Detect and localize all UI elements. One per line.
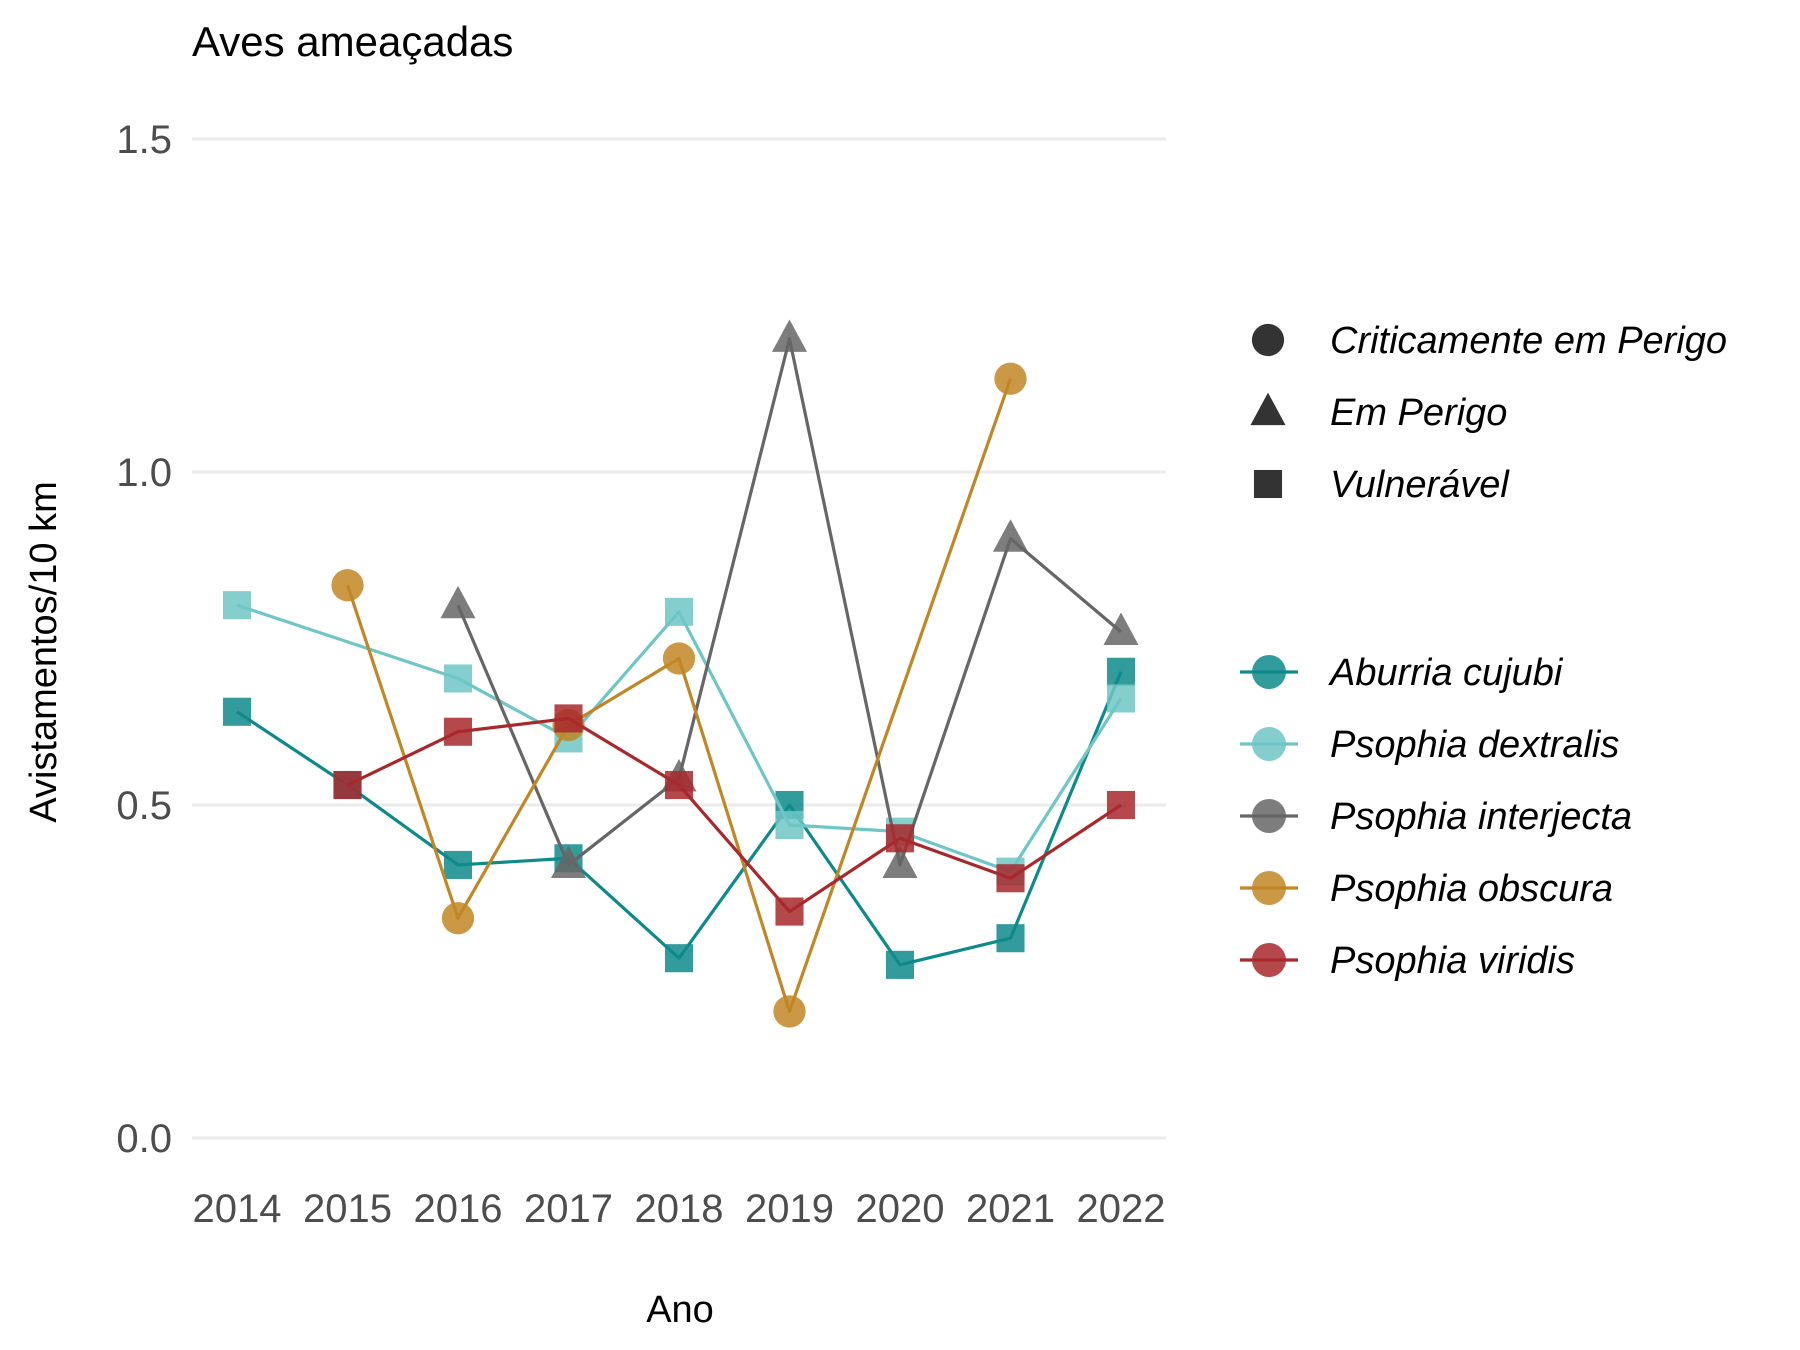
data-point: [996, 924, 1025, 953]
data-point: [1103, 612, 1139, 645]
legend-item-em-perigo: Em Perigo: [1250, 392, 1507, 434]
grid-lines: [192, 137, 1166, 1140]
series-psophia-obscura: [331, 362, 1027, 1028]
data-point: [333, 770, 362, 800]
x-axis-title: Ano: [646, 1289, 714, 1331]
data-point: [443, 850, 473, 879]
y-axis-ticks: 0.0 0.5 1.0 1.5: [116, 118, 172, 1161]
data-point: [662, 642, 696, 675]
legend-label: Aburria cujubi: [1328, 652, 1564, 694]
legend-key-circle: [1251, 323, 1285, 357]
series-line: [236, 671, 1123, 967]
legend-label: Psophia obscura: [1330, 868, 1613, 910]
legend-label: Psophia dextralis: [1330, 724, 1619, 766]
x-tick-label: 2019: [745, 1187, 834, 1231]
legend-key-circle: [1252, 655, 1286, 689]
legend-item-vulner-vel: Vulnerável: [1253, 464, 1510, 506]
legend-shapes: Criticamente em Perigo Em Perigo Vulneráve…: [1250, 320, 1727, 506]
series-psophia-viridis: [333, 704, 1136, 926]
legend-label: Criticamente em Perigo: [1330, 320, 1727, 362]
legend-label: Psophia viridis: [1330, 940, 1575, 982]
data-point: [222, 697, 252, 726]
x-tick-label: 2020: [856, 1187, 945, 1231]
x-tick-label: 2014: [193, 1187, 282, 1231]
data-point: [664, 597, 694, 626]
series-line: [346, 716, 1122, 914]
legend-label: Psophia interjecta: [1330, 796, 1632, 838]
legend-item-criticamente-em-perigo: Criticamente em Perigo: [1251, 320, 1727, 362]
data-point: [440, 585, 476, 619]
series-line: [456, 337, 1123, 867]
chart-title: Aves ameaçadas: [192, 18, 513, 65]
data-point: [331, 569, 364, 602]
x-tick-label: 2018: [635, 1187, 724, 1231]
legend-item-psophia-interjecta: Psophia interjecta: [1240, 796, 1632, 838]
data-point: [443, 664, 473, 693]
y-axis-title: Avistamentos/10 km: [23, 481, 65, 822]
legend-item-psophia-dextralis: Psophia dextralis: [1240, 724, 1619, 766]
x-tick-label: 2021: [966, 1187, 1055, 1231]
legend-label: Em Perigo: [1330, 392, 1507, 434]
data-point: [664, 944, 694, 973]
series-layer: [222, 319, 1139, 1028]
data-point: [222, 591, 252, 620]
x-axis-ticks: 2014 2015 2016 2017 2018 2019 2020 2021 2022: [193, 1187, 1166, 1231]
legend-item-psophia-viridis: Psophia viridis: [1240, 940, 1575, 982]
data-point: [554, 704, 583, 733]
data-point: [1106, 790, 1136, 820]
data-point: [885, 824, 915, 853]
data-point: [443, 717, 473, 746]
data-point: [1106, 684, 1136, 713]
x-tick-label: 2015: [303, 1187, 392, 1231]
data-point: [996, 864, 1025, 893]
data-point: [1106, 657, 1136, 686]
data-point: [992, 519, 1029, 552]
legend-label: Vulnerável: [1330, 464, 1510, 506]
data-point: [773, 995, 806, 1028]
series-line: [236, 603, 1123, 874]
y-tick-label: 0.5: [116, 784, 172, 828]
data-point: [775, 897, 804, 926]
data-point: [550, 845, 587, 879]
legend-key-circle: [1252, 871, 1286, 905]
series-psophia-dextralis: [222, 591, 1136, 886]
data-point: [882, 845, 918, 879]
x-tick-label: 2017: [524, 1187, 613, 1231]
legend-key-triangle: [1250, 392, 1286, 426]
y-tick-label: 1.0: [116, 451, 172, 495]
y-tick-label: 1.5: [116, 118, 172, 162]
legend-key-circle: [1252, 943, 1286, 977]
series-aburria-cujubi: [222, 657, 1136, 979]
data-point: [994, 362, 1027, 395]
legend-item-aburria-cujubi: Aburria cujubi: [1240, 652, 1564, 694]
legend-series: Aburria cujubi Psophia dextralis Psophia i…: [1240, 652, 1632, 982]
data-point: [775, 810, 804, 840]
legend-key-circle: [1252, 727, 1286, 761]
data-point: [885, 950, 915, 979]
data-point: [441, 902, 475, 935]
x-tick-label: 2022: [1077, 1187, 1166, 1231]
x-tick-label: 2016: [414, 1187, 503, 1231]
legend-key-square: [1253, 469, 1283, 499]
legend-item-psophia-obscura: Psophia obscura: [1240, 868, 1613, 910]
data-point: [771, 319, 808, 352]
y-tick-label: 0.0: [116, 1117, 172, 1161]
data-point: [664, 770, 694, 800]
series-line: [345, 378, 1013, 1014]
legend-key-circle: [1252, 799, 1286, 833]
